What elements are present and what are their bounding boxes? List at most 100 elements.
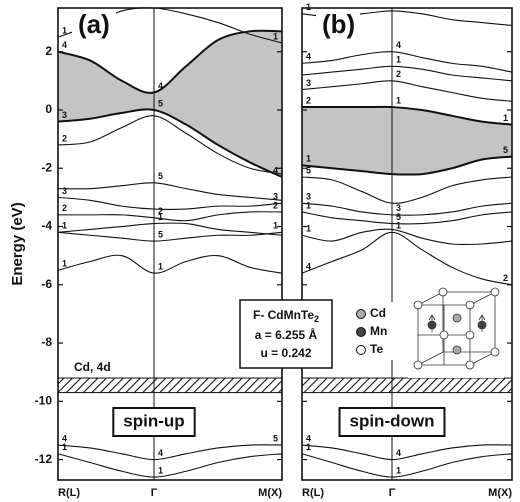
panel-label: (a) — [78, 9, 110, 39]
band-label: 2 — [62, 133, 67, 143]
band-label: 1 — [158, 465, 163, 475]
band-boundary — [57, 29, 283, 94]
band — [301, 228, 513, 246]
frame — [301, 7, 513, 481]
band-label: 1 — [273, 31, 278, 41]
x-tick-label: Γ — [389, 487, 396, 499]
band-label: 4 — [306, 52, 311, 62]
band-label: 4 — [158, 81, 163, 91]
spin-box — [112, 407, 196, 437]
band-label: 5 — [396, 212, 401, 222]
x-tick-label: M(X) — [488, 487, 512, 499]
y-tick-label: -2 — [41, 160, 52, 174]
band — [58, 211, 283, 222]
band-boundary — [302, 105, 513, 126]
band-label: 1 — [396, 465, 401, 475]
band-label: 5 — [273, 433, 278, 443]
cd-4d-band — [301, 377, 513, 394]
panel-label: (b) — [322, 9, 355, 39]
atom-mn: Mn — [370, 324, 387, 338]
y-tick-label: -10 — [35, 394, 53, 408]
spin-label: spin-up — [123, 411, 184, 430]
band-label: 1 — [158, 262, 163, 272]
x-tick-label: R(L) — [302, 487, 324, 499]
y-tick-label: -6 — [41, 277, 52, 291]
band-label: 1 — [396, 221, 401, 231]
band-label: 1 — [306, 224, 311, 234]
band — [57, 182, 283, 201]
band-label: 1 — [306, 442, 311, 452]
band-label: 2 — [158, 206, 163, 216]
band-label: 2 — [503, 273, 508, 283]
band — [301, 202, 513, 216]
structure-box — [239, 299, 333, 369]
band-label: 3 — [306, 192, 311, 202]
spin-label: spin-down — [350, 411, 435, 430]
band — [301, 176, 513, 204]
atom-cd: Cd — [370, 306, 386, 320]
band-label: 3 — [396, 203, 401, 213]
band — [57, 115, 283, 175]
band-label: 5 — [158, 171, 163, 181]
band — [301, 231, 513, 286]
x-tick-label: Γ — [151, 487, 158, 499]
y-axis-title: Energy (eV) — [9, 202, 26, 285]
band-label: 1 — [62, 442, 67, 452]
overlay: F- CdMnTe2 a = 6.255 Å u = 0.242 Cd Mn T… — [239, 287, 504, 378]
band-label: 4 — [396, 40, 401, 50]
band — [301, 453, 513, 478]
y-tick-label: 2 — [45, 44, 52, 58]
band-label: 1 — [62, 259, 67, 269]
panel-label-bg — [72, 10, 116, 40]
band-label: 3 — [62, 110, 67, 120]
band — [301, 65, 513, 82]
band-label: 1 — [158, 212, 163, 222]
band-label: 5 — [306, 165, 311, 175]
band-label: 5 — [503, 145, 508, 155]
lattice-a: a = 6.255 Å — [255, 327, 318, 342]
band-label: 1 — [273, 221, 278, 231]
y-tick-label: -12 — [35, 452, 53, 466]
band — [301, 80, 513, 102]
band-label: 3 — [306, 78, 311, 88]
band — [301, 444, 513, 461]
band-label: 1 — [396, 95, 401, 105]
spin-box — [338, 407, 446, 437]
band-label: 4 — [62, 40, 67, 50]
band-label: 3 — [273, 192, 278, 202]
band — [57, 196, 283, 210]
band-label: 2 — [306, 95, 311, 105]
band-label: 4 — [306, 262, 311, 272]
panel-label-bg — [316, 10, 360, 40]
band — [301, 211, 513, 225]
band-label: 4 — [158, 448, 163, 458]
atom-mn-icon — [356, 327, 366, 337]
formula-subscript: 2 — [314, 314, 319, 324]
crystal-structure — [408, 287, 504, 378]
band — [57, 254, 283, 274]
lattice-u: u = 0.242 — [260, 346, 311, 360]
y-tick-label: -4 — [41, 219, 52, 233]
band-label: 1 — [62, 221, 67, 231]
y-tick-label: 0 — [45, 102, 52, 116]
band-label: 4 — [62, 433, 67, 443]
band-label: 1 — [503, 113, 508, 123]
band-label: 2 — [396, 69, 401, 79]
band-label: 1 — [306, 200, 311, 210]
band-label: 2 — [62, 203, 67, 213]
x-tick-label: M(X) — [258, 487, 282, 499]
band-label: 1 — [62, 26, 67, 36]
band — [301, 51, 513, 73]
frame — [57, 7, 283, 481]
x-tick-label: R(L) — [58, 487, 80, 499]
band-label: 3 — [62, 186, 67, 196]
cd-4d-band — [57, 377, 283, 394]
band-label: 4 — [306, 433, 311, 443]
atom-te: Te — [370, 342, 383, 356]
band-label: 5 — [158, 98, 163, 108]
shaded-area — [302, 106, 512, 175]
band-label: 4 — [273, 165, 278, 175]
band-label: 1 — [396, 55, 401, 65]
